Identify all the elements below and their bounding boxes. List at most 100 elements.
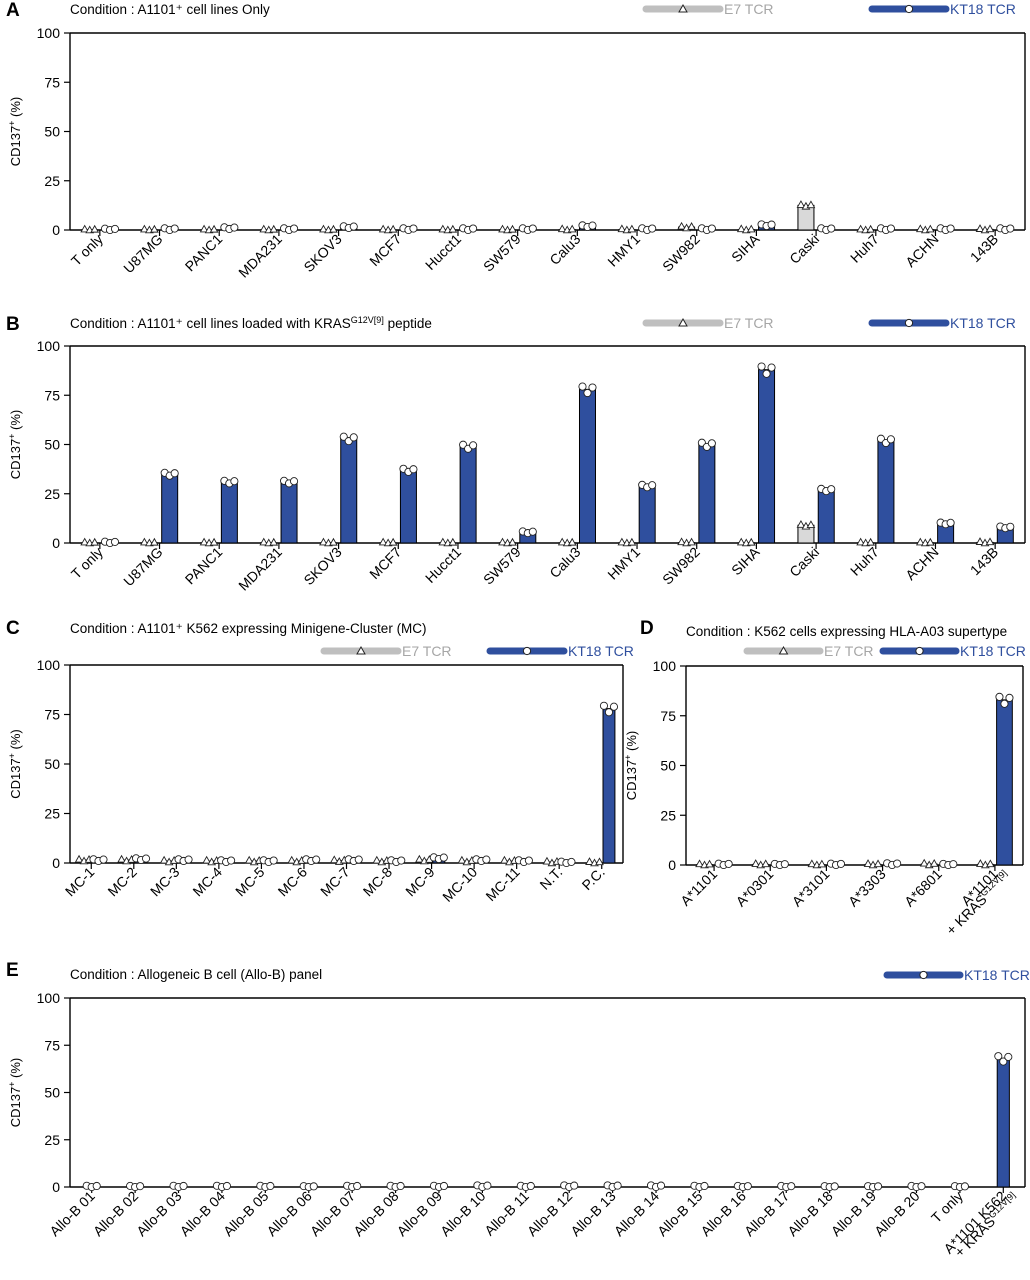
x-tick-label: MC-4 <box>189 864 225 900</box>
point-kt18 <box>353 1181 362 1191</box>
legend-e7-label: E7 TCR <box>724 315 774 331</box>
x-tick-label: Allo-B 11 <box>481 1188 532 1239</box>
point-e7 <box>438 224 448 233</box>
point-e7 <box>806 200 816 209</box>
y-tick-label: 0 <box>52 222 60 238</box>
point-e7 <box>80 537 90 546</box>
y-axis-label: CD137+ (%) <box>623 731 639 801</box>
point-kt18 <box>827 224 836 233</box>
y-tick-label: 25 <box>44 806 60 822</box>
x-tick-label: MC-2 <box>104 864 140 900</box>
point-e7 <box>500 855 509 864</box>
point-e7 <box>557 537 567 546</box>
point-kt18 <box>876 434 885 443</box>
x-tick-label: Hucct1 <box>422 231 464 273</box>
x-tick-label: 143B <box>967 544 1001 578</box>
x-tick-label: MC-7 <box>317 864 353 900</box>
x-tick-label: Allo-B 09 <box>394 1188 446 1240</box>
point-e7 <box>372 855 382 864</box>
point-e7 <box>329 224 338 233</box>
x-tick-label: Allo-B 18 <box>784 1188 836 1240</box>
y-tick-label: 50 <box>44 437 60 453</box>
x-tick-label: Allo-B 01 <box>46 1188 98 1240</box>
point-kt18 <box>528 527 537 536</box>
panel-letter: E <box>6 960 19 981</box>
point-e7 <box>866 224 876 233</box>
point-e7 <box>567 224 577 233</box>
point-kt18 <box>482 855 491 864</box>
y-tick-label: 75 <box>44 1037 60 1053</box>
point-kt18 <box>136 1182 145 1191</box>
bar-kt18 <box>220 481 238 544</box>
point-e7 <box>388 224 398 233</box>
panel-title: Condition : K562 cells expressing HLA-A0… <box>686 624 1007 639</box>
point-kt18 <box>588 383 597 392</box>
x-tick-label: Calu3 <box>546 544 583 581</box>
point-kt18 <box>893 859 902 868</box>
panel-title: Condition : A1101⁺ cell lines loaded wit… <box>70 315 432 331</box>
legend-triangle-icon <box>356 645 366 655</box>
point-e7 <box>508 224 517 233</box>
point-kt18 <box>439 853 448 862</box>
legend-triangle-icon <box>678 317 688 327</box>
point-kt18 <box>396 1181 405 1191</box>
x-tick-label: PANC1 <box>182 544 226 588</box>
point-kt18 <box>483 1181 492 1190</box>
point-kt18 <box>567 857 576 866</box>
x-tick-label: A*0301 <box>733 866 777 910</box>
point-kt18 <box>886 435 895 444</box>
panel-letter: A <box>6 0 20 21</box>
y-axis-label: CD137+ (%) <box>7 729 23 799</box>
x-tick-label: Huh7 <box>847 544 882 579</box>
x-tick-label: T only <box>68 544 106 582</box>
y-tick-label: 25 <box>44 486 60 502</box>
point-e7 <box>627 224 637 233</box>
y-tick-label: 25 <box>660 807 676 823</box>
bar-kt18 <box>280 481 298 544</box>
x-tick-label: SIHA <box>728 543 763 578</box>
point-kt18 <box>354 855 363 864</box>
point-e7 <box>202 855 212 864</box>
x-tick-label: Caski <box>786 231 822 267</box>
legend-triangle-icon <box>778 645 789 655</box>
point-kt18 <box>946 224 955 233</box>
point-kt18 <box>349 433 358 442</box>
point-e7 <box>856 224 866 233</box>
point-e7 <box>736 537 746 546</box>
bar-kt18 <box>459 445 477 544</box>
point-e7 <box>617 537 627 546</box>
x-tick-label: Allo-B 19 <box>828 1188 880 1240</box>
point-kt18 <box>409 224 418 233</box>
point-e7 <box>378 537 388 546</box>
x-tick-label: HMY1 <box>604 544 643 583</box>
point-e7 <box>736 224 746 233</box>
point-e7 <box>378 224 388 233</box>
point-kt18 <box>609 702 619 711</box>
legend-e7-label: E7 TCR <box>402 643 452 659</box>
point-e7 <box>746 224 756 233</box>
y-axis-label-sup: + <box>7 1082 17 1087</box>
point-e7 <box>542 856 552 865</box>
point-e7 <box>199 224 209 233</box>
y-tick-label: 25 <box>44 1132 60 1148</box>
x-tick-label: MC-9 <box>402 864 438 900</box>
x-tick-label: 143B <box>967 231 1001 265</box>
y-tick-label: 100 <box>37 25 61 41</box>
point-e7 <box>150 224 159 233</box>
y-axis-label-tail: (%) <box>8 97 23 121</box>
point-kt18 <box>99 855 108 864</box>
y-tick-label: 100 <box>37 657 61 673</box>
point-kt18 <box>570 1181 579 1190</box>
panel-title-superscript: G12V[9] <box>351 315 384 325</box>
x-tick-label: Allo-B 02 <box>90 1188 142 1240</box>
point-kt18 <box>578 382 587 391</box>
panel-a: A Condition : A1101⁺ cell lines Only E7 TC… <box>6 0 1026 281</box>
point-kt18 <box>836 859 846 868</box>
point-e7 <box>199 537 209 546</box>
point-e7 <box>806 520 816 529</box>
point-e7 <box>873 859 883 868</box>
point-kt18 <box>1006 522 1015 531</box>
y-axis-label: CD137+ (%) <box>7 410 23 480</box>
y-axis-label: CD137+ (%) <box>7 97 23 167</box>
x-tick-label: Allo-B 17 <box>741 1188 793 1240</box>
